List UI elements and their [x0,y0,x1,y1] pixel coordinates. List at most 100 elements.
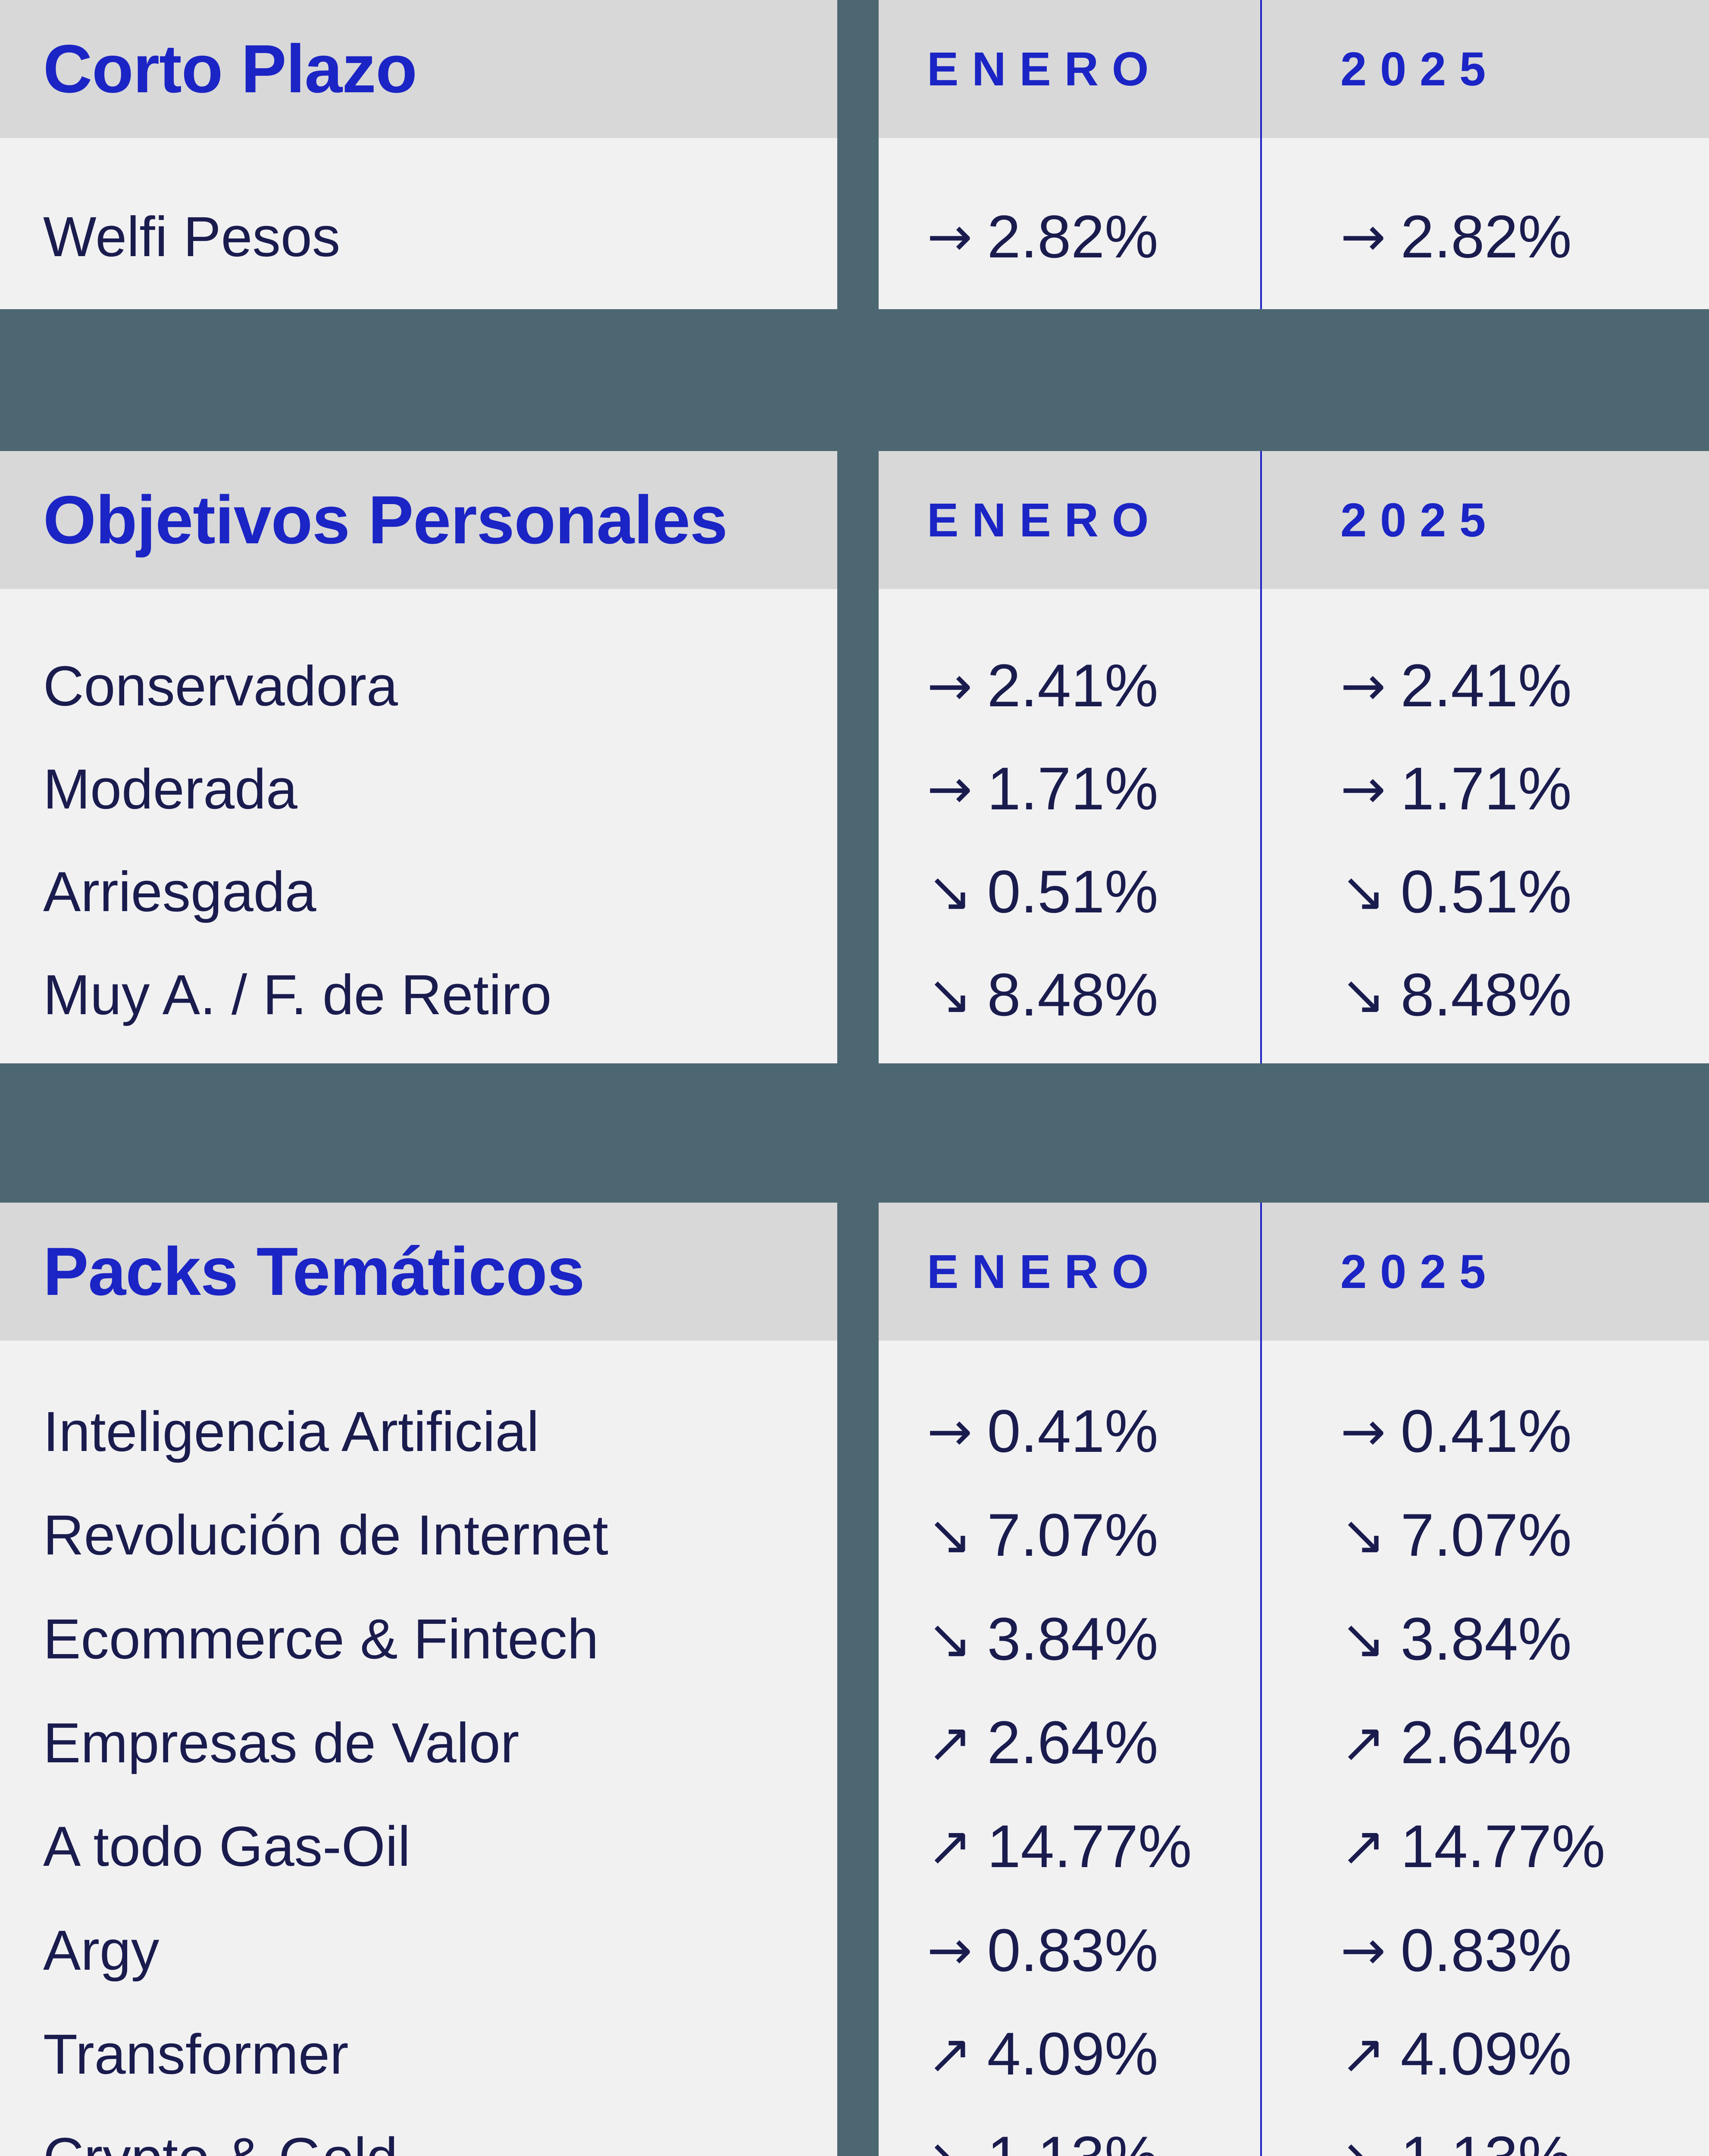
list-item: Empresas de Valor [0,1691,837,1795]
list-item: Transformer [0,2002,837,2106]
trend-flat-icon: → [927,205,973,268]
values-list: → 2.82% → 2.82% [879,138,1709,309]
table-row: → 0.41% → 0.41% [879,1379,1709,1483]
list-item: Crypto & Gold [0,2106,837,2156]
percent-value: 1.13% [987,2123,1158,2156]
trend-flat-icon: → [1340,654,1386,718]
trend-flat-icon: → [927,757,973,821]
column-header-enero: ENERO [927,1245,1162,1298]
trend-up-icon: ↗ [1340,1814,1386,1878]
values-list: → 2.41% → 2.41% → 1.71% → 1.71% ↘ 0.51% ↘ 0.51% ↘ 8.4… [879,589,1709,1063]
list-item: Moderada [0,737,837,840]
asset-name: Inteligencia Artificial [43,1399,539,1463]
table-row: ↗ 14.77% ↗ 14.77% [879,1795,1709,1899]
table-row: → 1.71% → 1.71% [879,737,1709,840]
asset-name: Crypto & Gold [0,2125,398,2156]
list-item: A todo Gas-Oil [0,1795,837,1899]
percent-value: 0.41% [987,1397,1158,1465]
trend-flat-icon: → [927,654,973,718]
percent-value: 1.71% [987,755,1158,823]
category-list: Welfi Pesos [0,138,837,309]
value-cell-2025: ↘ 8.48% [1340,960,1572,1030]
trend-down-icon: ↘ [927,2126,973,2156]
value-cell-enero: → 1.71% [927,754,1158,824]
percent-value: 3.84% [1400,1604,1572,1673]
column-header-enero: ENERO [927,42,1162,96]
trend-down-icon: ↘ [1340,1503,1386,1567]
value-cell-2025: → 1.71% [1340,754,1572,824]
list-item: Muy A. / F. de Retiro [0,943,837,1046]
percent-value: 2.82% [1400,202,1572,270]
percent-value: 2.41% [987,652,1158,720]
trend-down-icon: ↘ [1340,2126,1386,2156]
asset-name: Muy A. / F. de Retiro [43,963,552,1027]
value-cell-enero: → 2.82% [927,202,1158,272]
asset-name: Welfi Pesos [43,205,341,268]
trend-up-icon: ↗ [927,1711,973,1774]
list-item: Arriesgada [0,840,837,943]
table-row: ↗ 4.09% ↗ 4.09% [879,2002,1709,2106]
value-cell-enero: → 2.41% [927,651,1158,721]
trend-down-icon: ↘ [927,860,973,924]
table-row: → 2.41% → 2.41% [879,634,1709,737]
trend-down-icon: ↘ [927,963,973,1027]
value-cell-2025: ↗ 4.09% [1340,2019,1572,2089]
percent-value: 2.41% [1400,652,1572,720]
value-cell-enero: ↘ 3.84% [927,1604,1158,1674]
value-cell-enero: ↘ 1.13% [927,2123,1158,2156]
asset-name: A todo Gas-Oil [43,1814,410,1878]
list-item: Welfi Pesos [0,164,837,309]
values-card: ENERO 2025 → 2.82% → 2.82% [879,0,1709,309]
values-card-header: ENERO 2025 [879,451,1709,589]
asset-name: Moderada [43,757,297,821]
list-item: Argy [0,1898,837,2002]
table-row: ↘ 7.07% ↘ 7.07% [879,1483,1709,1587]
asset-name: Argy [43,1918,160,1982]
trend-up-icon: ↗ [927,2022,973,2086]
category-card-header: Objetivos Personales [0,451,837,589]
values-card-header: ENERO 2025 [879,0,1709,138]
trend-flat-icon: → [1340,757,1386,821]
percent-value: 2.64% [987,1708,1158,1777]
asset-name: Arriesgada [43,860,316,924]
value-cell-enero: → 0.83% [927,1915,1158,1985]
section-corto-plazo: Corto Plazo Welfi Pesos ENERO 2025 → 2.82% → 2.… [0,0,1709,309]
value-cell-2025: ↘ 1.13% [1340,2123,1572,2156]
percent-value: 1.71% [1400,755,1572,823]
trend-down-icon: ↘ [1340,963,1386,1027]
list-item: Conservadora [0,634,837,737]
value-cell-enero: ↘ 8.48% [927,960,1158,1030]
trend-flat-icon: → [927,1918,973,1982]
table-row: ↘ 1.13% ↘ 1.13% [879,2106,1709,2156]
table-row: ↘ 8.48% ↘ 8.48% [879,943,1709,1046]
value-cell-2025: ↗ 2.64% [1340,1708,1572,1777]
trend-up-icon: ↗ [927,1814,973,1878]
percent-value: 0.83% [1400,1916,1572,1984]
percent-value: 1.13% [1401,2123,1572,2156]
percent-value: 0.41% [1400,1397,1572,1465]
trend-flat-icon: → [1340,1399,1386,1463]
table-row: → 2.82% → 2.82% [879,164,1709,309]
percent-value: 7.07% [987,1501,1158,1569]
trend-up-icon: ↗ [1340,1711,1386,1774]
table-row: ↘ 3.84% ↘ 3.84% [879,1587,1709,1691]
asset-name: Conservadora [43,654,398,718]
percent-value: 14.77% [1400,1812,1606,1880]
table-row: → 0.83% → 0.83% [879,1898,1709,2002]
percent-value: 14.77% [987,1812,1192,1880]
percent-value: 4.09% [1400,2020,1572,2088]
category-card-header: Packs Temáticos [0,1203,837,1341]
value-cell-2025: → 0.41% [1340,1396,1572,1466]
asset-name: Ecommerce & Fintech [43,1607,599,1671]
category-list: Conservadora Moderada Arriesgada Muy A. / F… [0,589,837,1063]
trend-down-icon: ↘ [1340,860,1386,924]
section-objetivos-personales: Objetivos Personales Conservadora Moderada… [0,451,1709,1063]
value-cell-enero: ↘ 0.51% [927,857,1158,927]
percent-value: 8.48% [1400,960,1572,1028]
category-card: Corto Plazo Welfi Pesos [0,0,837,309]
trend-down-icon: ↘ [1340,1607,1386,1671]
value-cell-2025: → 2.41% [1340,651,1572,721]
value-cell-2025: ↘ 0.51% [1340,857,1572,927]
values-list: → 0.41% → 0.41% ↘ 7.07% ↘ 7.07% ↘ 3.84% ↘ 3.84% ↗ 2.6… [879,1341,1709,2156]
